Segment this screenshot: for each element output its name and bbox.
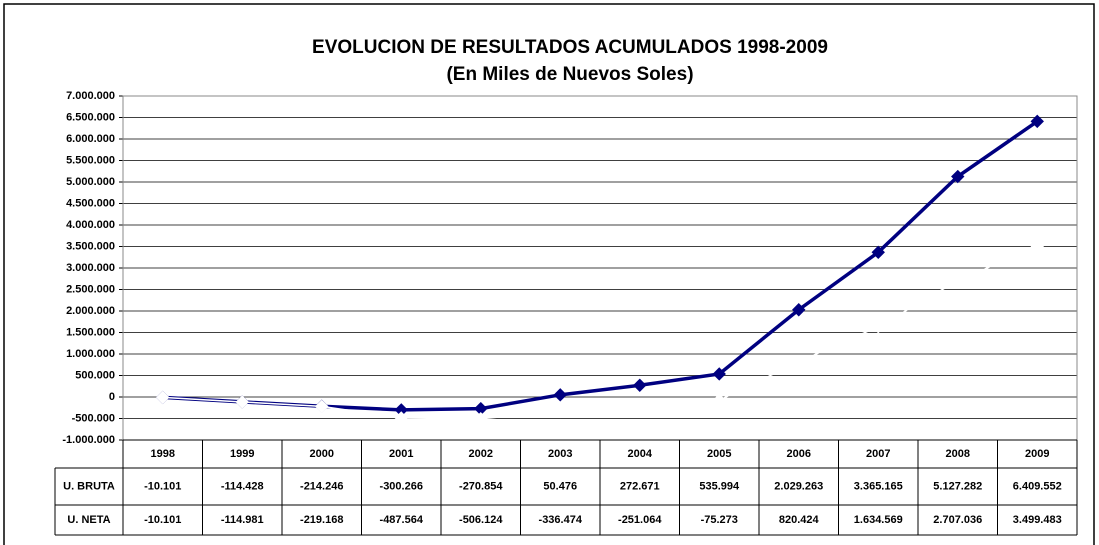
x-tick-label: 1998 (151, 448, 175, 460)
chart-title: EVOLUCION DE RESULTADOS ACUMULADOS 1998-… (312, 37, 828, 58)
table-value: -214.246 (300, 480, 343, 492)
marker (553, 388, 567, 402)
table-value: 820.424 (779, 514, 820, 526)
y-tick-label: 1.500.000 (66, 326, 115, 338)
y-tick-label: 0 (109, 391, 115, 403)
table-value: 50.476 (543, 480, 577, 492)
table-value: -506.124 (459, 514, 503, 526)
marker (553, 404, 567, 419)
x-tick-label: 2004 (628, 448, 653, 460)
table-value: -114.981 (221, 514, 264, 526)
table-value: 2.707.036 (933, 514, 982, 526)
y-tick-label: 1.000.000 (66, 348, 115, 360)
marker (712, 393, 726, 407)
marker (156, 390, 170, 405)
y-tick-label: 4.500.000 (66, 197, 115, 209)
table-value: 535.994 (699, 480, 740, 492)
y-tick-label: -1.000.000 (62, 434, 115, 446)
table-value: -10.101 (144, 480, 181, 492)
table-value: -75.273 (701, 514, 738, 526)
legend-label: U. BRUTA (63, 480, 115, 492)
chart-subtitle: (En Miles de Nuevos Soles) (446, 64, 693, 85)
series-line (162, 119, 1039, 412)
y-tick-label: 6.000.000 (66, 133, 115, 145)
table-value: -270.854 (459, 480, 503, 492)
table-value: -114.428 (221, 480, 264, 492)
y-tick-label: 2.500.000 (66, 283, 115, 295)
table-value: 272.671 (620, 480, 660, 492)
marker (951, 169, 965, 184)
marker (951, 273, 965, 288)
x-tick-label: 2000 (310, 448, 334, 460)
table-value: 3.499.483 (1013, 514, 1062, 526)
marker (474, 412, 488, 426)
marker (1030, 239, 1044, 254)
x-tick-label: 2005 (707, 448, 731, 460)
x-tick-label: 2009 (1025, 448, 1049, 460)
y-tick-label: 3.500.000 (66, 240, 115, 252)
table-value: -251.064 (618, 514, 662, 526)
marker (633, 401, 647, 415)
y-tick-label: 500.000 (75, 369, 115, 381)
legend-label: U. NETA (67, 514, 110, 526)
y-tick-label: 5.000.000 (66, 176, 115, 188)
marker (871, 245, 885, 260)
table-value: -219.168 (300, 514, 343, 526)
marker (235, 395, 249, 409)
table-value: 5.127.282 (933, 480, 982, 492)
x-tick-label: 2006 (787, 448, 811, 460)
table-value: -10.101 (144, 514, 181, 526)
y-tick-label: 2.000.000 (66, 305, 115, 317)
chart-frame (3, 3, 1095, 545)
x-tick-label: 2003 (548, 448, 572, 460)
y-tick-label: 3.000.000 (66, 262, 115, 274)
y-tick-label: 6.500.000 (66, 111, 115, 123)
marker (633, 378, 647, 392)
y-tick-label: 5.500.000 (66, 154, 115, 166)
x-tick-label: 2008 (946, 448, 970, 460)
marker (315, 399, 329, 414)
table-value: -487.564 (380, 514, 424, 526)
table-value: 2.029.263 (774, 480, 823, 492)
marker (871, 320, 885, 334)
marker (1030, 114, 1044, 129)
x-tick-label: 2001 (389, 448, 413, 460)
marker (394, 411, 408, 425)
table-value: -300.266 (380, 480, 423, 492)
y-tick-label: -500.000 (72, 412, 115, 424)
marker (792, 355, 806, 369)
table-value: 3.365.165 (854, 480, 903, 492)
table-value: -336.474 (539, 514, 583, 526)
x-tick-label: 2002 (469, 448, 493, 460)
y-tick-label: 7.000.000 (66, 90, 115, 102)
marker (712, 367, 726, 381)
x-tick-label: 2007 (866, 448, 890, 460)
table-value: 1.634.569 (854, 514, 903, 526)
series-line (162, 245, 1038, 420)
marker (792, 303, 806, 317)
y-tick-label: 4.000.000 (66, 219, 115, 231)
x-tick-label: 1999 (230, 448, 254, 460)
table-value: 6.409.552 (1013, 480, 1062, 492)
